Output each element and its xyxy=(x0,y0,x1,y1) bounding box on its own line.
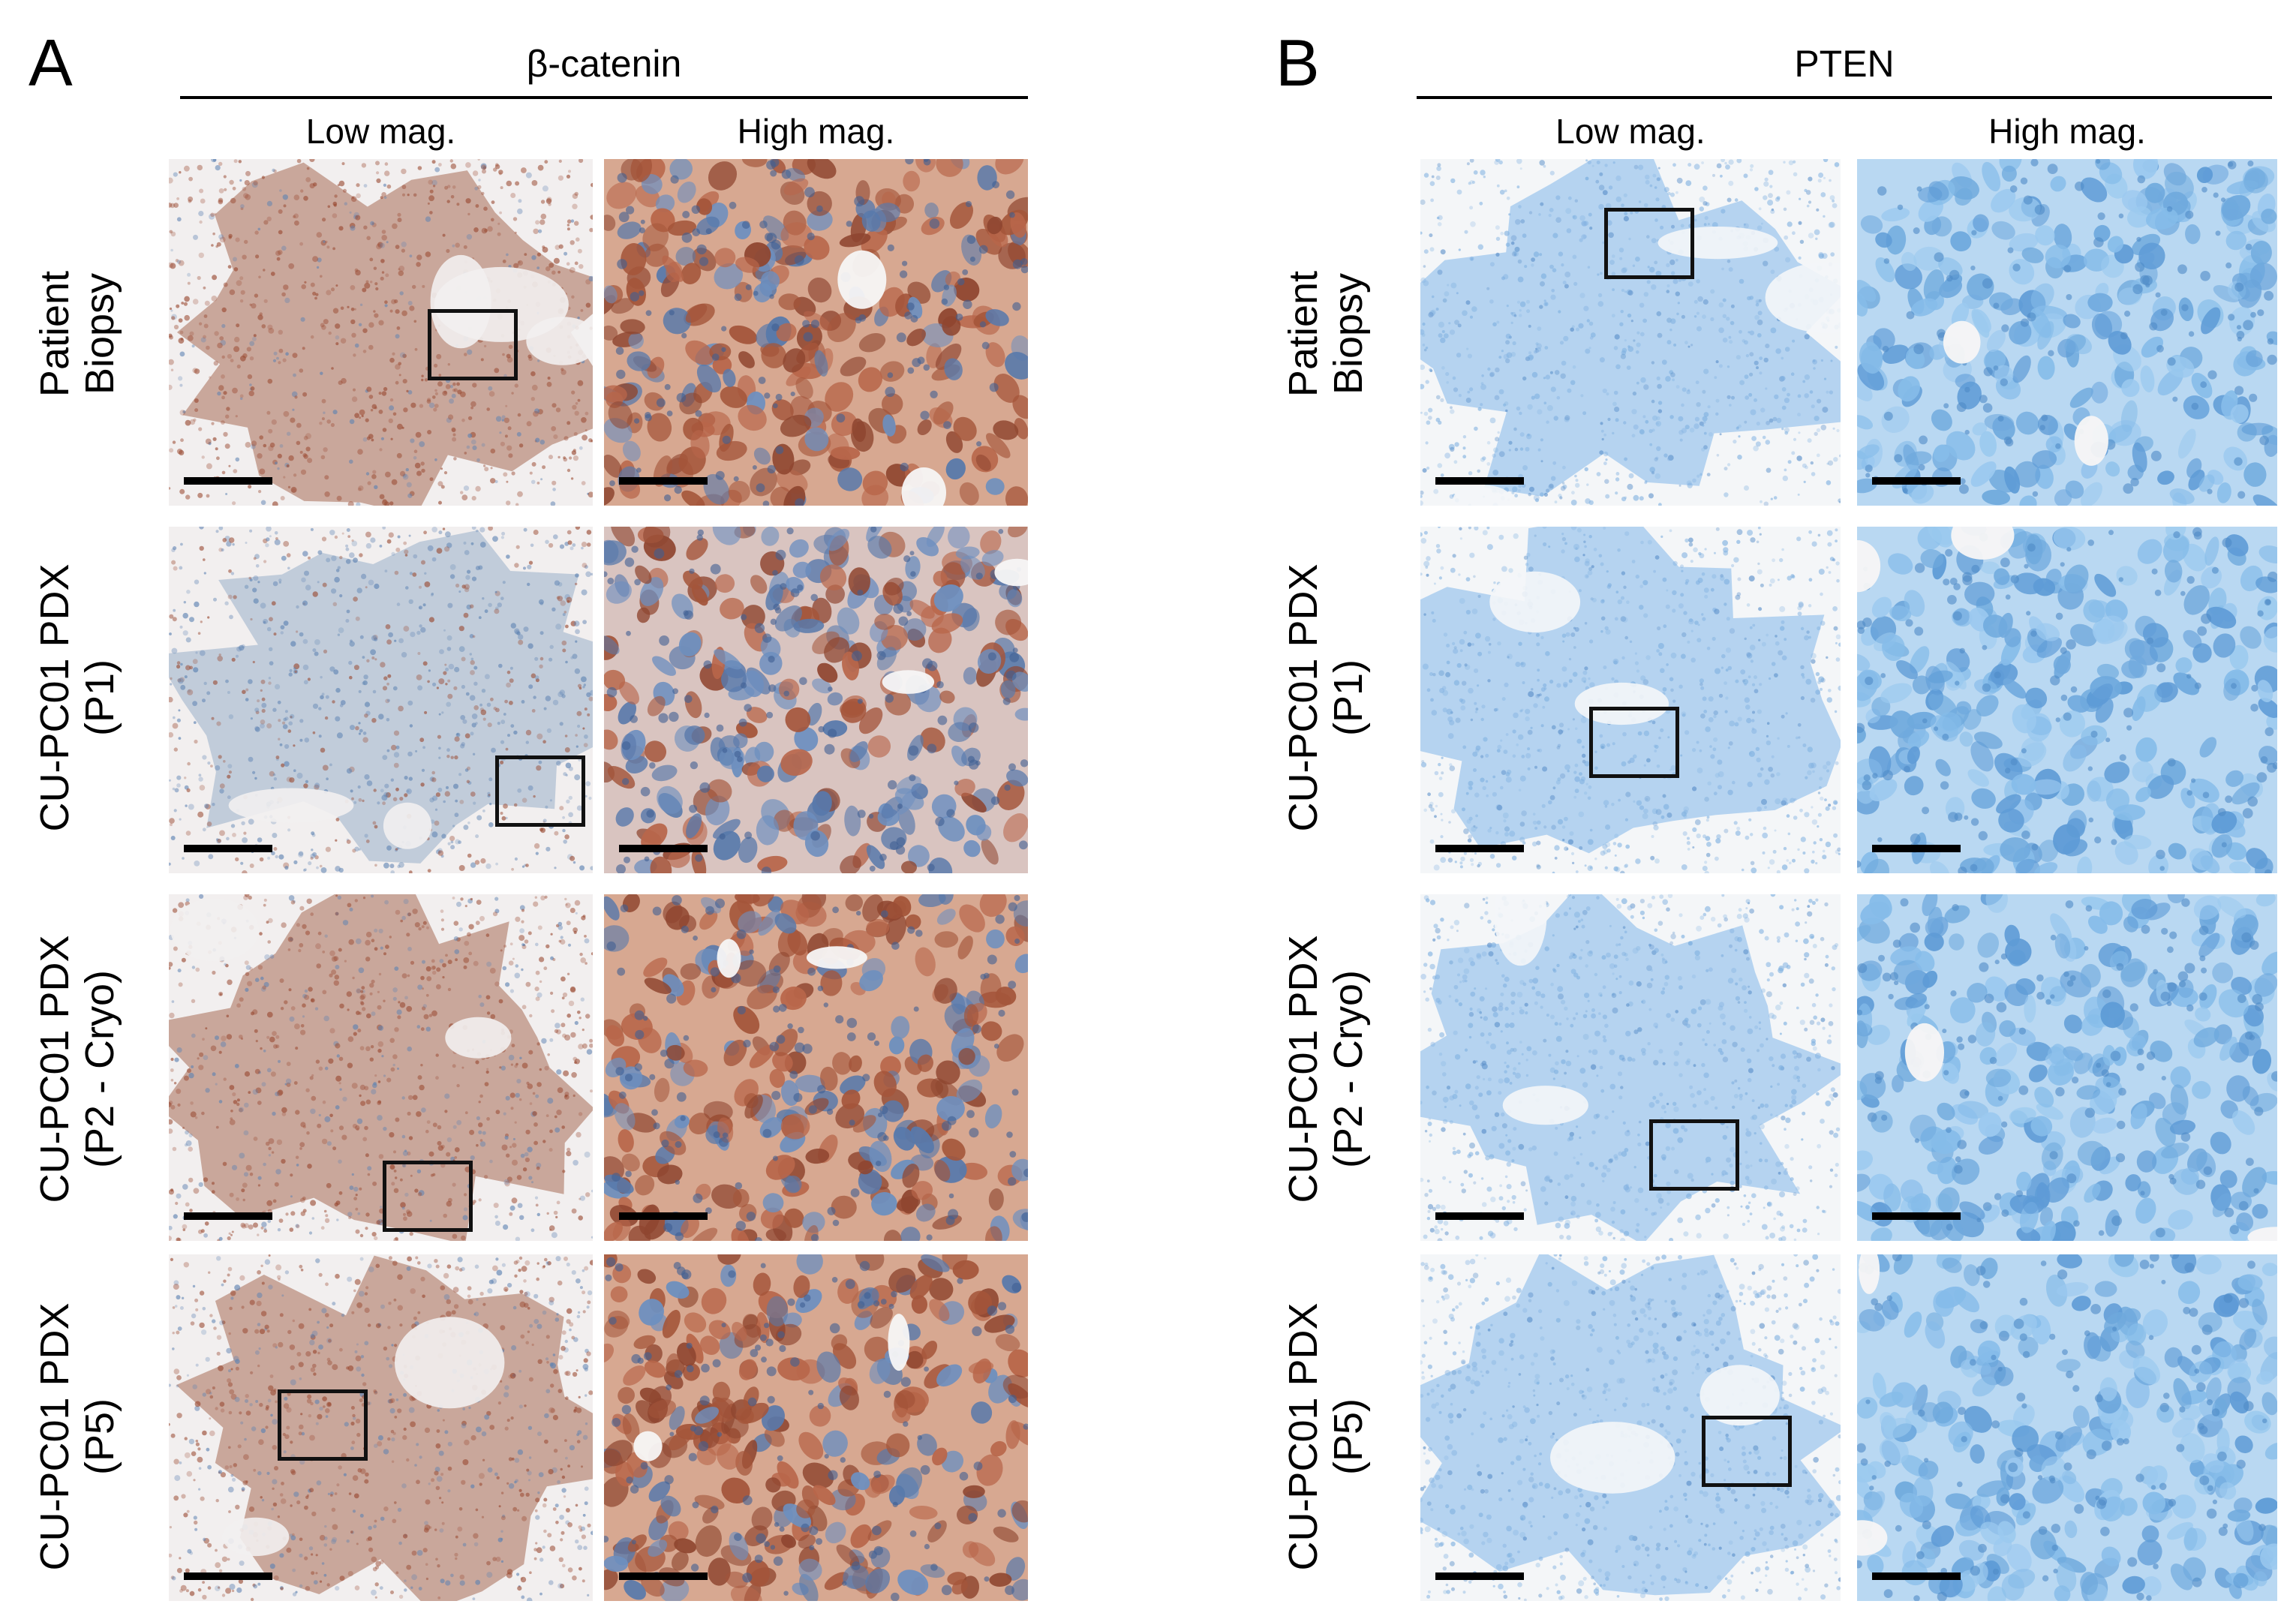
scale-bar xyxy=(184,1572,272,1580)
micrograph-pten-low-mag-patient-biopsy xyxy=(1420,159,1841,506)
row-label-line1: CU-PC01 PDX xyxy=(32,563,77,832)
micrograph-beta-catenin-high-mag-pdx-p2-cryo xyxy=(604,894,1028,1241)
row-label-b-pdx-p1: CU-PC01 PDX (P1) xyxy=(1266,525,1386,870)
region-of-interest-box xyxy=(428,309,518,380)
scale-bar xyxy=(1435,1212,1524,1220)
micrograph-beta-catenin-high-mag-pdx-p1 xyxy=(604,527,1028,873)
header-rule-a xyxy=(180,96,1028,99)
col-head-b-high-mag: High mag. xyxy=(1988,112,2146,151)
region-of-interest-box xyxy=(1702,1416,1792,1487)
micrograph-beta-catenin-high-mag-pdx-p5 xyxy=(604,1254,1028,1601)
row-label-line1: Patient xyxy=(1280,270,1326,398)
micrograph-pten-low-mag-pdx-p1 xyxy=(1420,527,1841,873)
col-head-a-high-mag: High mag. xyxy=(737,112,895,151)
micrograph-beta-catenin-low-mag-patient-biopsy xyxy=(169,159,593,506)
micrograph-beta-catenin-low-mag-pdx-p5 xyxy=(169,1254,593,1601)
region-of-interest-box xyxy=(495,755,585,827)
scale-bar xyxy=(619,1572,708,1580)
row-label-b-pdx-p2-cryo: CU-PC01 PDX (P2 - Cryo) xyxy=(1266,897,1386,1242)
col-head-b-low-mag: Low mag. xyxy=(1555,112,1705,151)
region-of-interest-box xyxy=(383,1161,473,1232)
scale-bar xyxy=(619,845,708,852)
row-label-line2: Biopsy xyxy=(1326,272,1371,395)
scale-bar xyxy=(1872,1212,1961,1220)
micrograph-beta-catenin-high-mag-patient-biopsy xyxy=(604,159,1028,506)
micrograph-beta-catenin-low-mag-pdx-p2-cryo xyxy=(169,894,593,1241)
scale-bar xyxy=(184,1212,272,1220)
scale-bar xyxy=(619,477,708,485)
row-label-line1: CU-PC01 PDX xyxy=(1280,563,1326,832)
row-label-line2: (P1) xyxy=(1326,659,1371,737)
scale-bar xyxy=(1872,1572,1961,1580)
row-label-line2: Biopsy xyxy=(77,272,122,395)
row-label-a-pdx-p5: CU-PC01 PDX (P5) xyxy=(17,1264,137,1609)
micrograph-pten-high-mag-patient-biopsy xyxy=(1857,159,2277,506)
marker-title-beta-catenin: β-catenin xyxy=(526,43,682,85)
row-label-b-pdx-p5: CU-PC01 PDX (P5) xyxy=(1266,1264,1386,1609)
scale-bar xyxy=(1872,477,1961,485)
row-label-line2: (P5) xyxy=(1326,1398,1371,1476)
scale-bar xyxy=(184,477,272,485)
micrograph-pten-high-mag-pdx-p1 xyxy=(1857,527,2277,873)
region-of-interest-box xyxy=(1604,208,1694,279)
row-label-line1: CU-PC01 PDX xyxy=(1280,935,1326,1203)
region-of-interest-box xyxy=(278,1389,368,1461)
row-label-line1: CU-PC01 PDX xyxy=(32,935,77,1203)
region-of-interest-box xyxy=(1589,707,1679,778)
row-label-line2: (P2 - Cryo) xyxy=(1326,970,1371,1169)
region-of-interest-box xyxy=(1649,1119,1739,1191)
scale-bar xyxy=(1435,845,1524,852)
row-label-b-patient-biopsy: Patient Biopsy xyxy=(1266,161,1386,506)
micrograph-pten-low-mag-pdx-p2-cryo xyxy=(1420,894,1841,1241)
col-head-a-low-mag: Low mag. xyxy=(305,112,456,151)
header-rule-b xyxy=(1417,96,2272,99)
row-label-line1: CU-PC01 PDX xyxy=(1280,1302,1326,1571)
marker-title-pten: PTEN xyxy=(1794,43,1895,85)
scale-bar xyxy=(184,845,272,852)
scale-bar xyxy=(1872,845,1961,852)
row-label-a-patient-biopsy: Patient Biopsy xyxy=(17,161,137,506)
row-label-line1: Patient xyxy=(32,270,77,398)
micrograph-pten-high-mag-pdx-p2-cryo xyxy=(1857,894,2277,1241)
panel-letter-a: A xyxy=(29,26,73,100)
panel-letter-b: B xyxy=(1276,26,1320,100)
row-label-line1: CU-PC01 PDX xyxy=(32,1302,77,1571)
micrograph-pten-low-mag-pdx-p5 xyxy=(1420,1254,1841,1601)
micrograph-pten-high-mag-pdx-p5 xyxy=(1857,1254,2277,1601)
scale-bar xyxy=(619,1212,708,1220)
row-label-line2: (P1) xyxy=(77,659,122,737)
scale-bar xyxy=(1435,477,1524,485)
micrograph-beta-catenin-low-mag-pdx-p1 xyxy=(169,527,593,873)
row-label-a-pdx-p2-cryo: CU-PC01 PDX (P2 - Cryo) xyxy=(17,897,137,1242)
scale-bar xyxy=(1435,1572,1524,1580)
row-label-line2: (P2 - Cryo) xyxy=(77,970,122,1169)
row-label-a-pdx-p1: CU-PC01 PDX (P1) xyxy=(17,525,137,870)
row-label-line2: (P5) xyxy=(77,1398,122,1476)
